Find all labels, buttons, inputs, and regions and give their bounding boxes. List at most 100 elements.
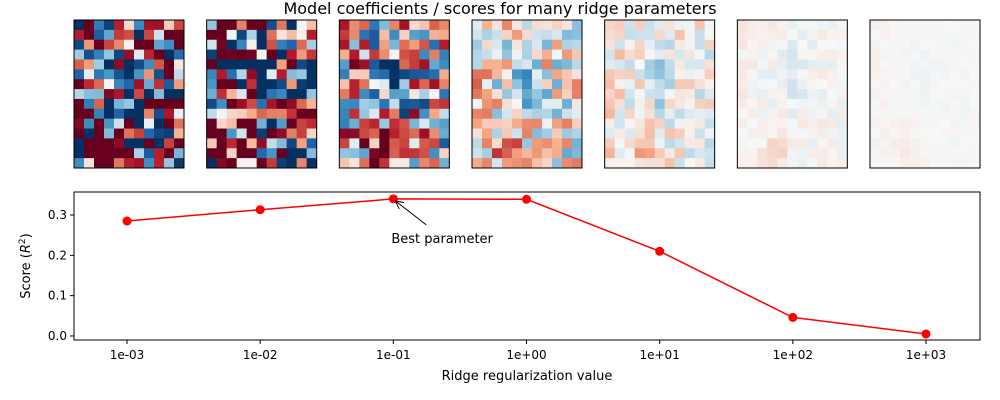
coefficient-cell — [797, 108, 808, 120]
coefficient-cell — [216, 29, 228, 41]
coefficient-cell — [286, 98, 298, 110]
coefficient-cell — [777, 69, 788, 80]
coefficient-cell — [827, 89, 838, 100]
coefficient-cell — [634, 128, 646, 139]
coefficient-cell — [154, 98, 165, 110]
coefficient-cell — [970, 79, 981, 90]
coefficient-cell — [286, 108, 298, 120]
coefficient-cell — [737, 29, 748, 41]
coefficient-cell — [236, 59, 248, 70]
coefficient-cell — [532, 59, 543, 70]
coefficient-cell — [104, 158, 115, 169]
coefficient-cell — [306, 138, 318, 149]
coefficient-cell — [174, 138, 185, 149]
coefficient-cell — [737, 89, 748, 100]
coefficient-cell — [256, 39, 268, 50]
coefficient-cell — [920, 49, 931, 60]
coefficient-cell — [154, 20, 165, 31]
coefficient-cell — [817, 128, 828, 139]
coefficient-cell — [256, 128, 268, 139]
coefficient-cell — [910, 138, 921, 149]
coefficient-cell — [512, 79, 523, 90]
coefficient-cell — [532, 108, 543, 120]
coefficient-cell — [74, 79, 85, 90]
coefficient-cell — [296, 59, 308, 70]
coefficient-cell — [349, 59, 360, 70]
coefficient-cell — [512, 59, 523, 70]
coefficient-cell — [572, 79, 583, 90]
coefficient-cell — [286, 39, 298, 50]
coefficient-cell — [124, 49, 135, 60]
coefficient-cell — [246, 158, 258, 169]
coefficient-cell — [276, 89, 288, 100]
coefficient-cell — [797, 29, 808, 41]
coefficient-cell — [104, 59, 115, 70]
coefficient-cell — [439, 89, 450, 100]
coefficient-cell — [104, 108, 115, 120]
coefficient-cell — [339, 108, 350, 120]
coefficient-cell — [890, 89, 901, 100]
coefficient-cell — [970, 69, 981, 80]
coefficient-cell — [349, 79, 360, 90]
coefficient-cell — [256, 69, 268, 80]
coefficient-cell — [614, 98, 626, 110]
y-axis-label-text: Score ( — [19, 253, 34, 299]
coefficient-cell — [900, 69, 911, 80]
coefficient-cell — [429, 89, 440, 100]
coefficient-cell — [206, 108, 218, 120]
coefficient-cell — [694, 79, 706, 90]
coefficient-cell — [870, 20, 881, 31]
coefficient-cell — [960, 69, 971, 80]
coefficient-cell — [644, 49, 656, 60]
coefficient-cell — [306, 69, 318, 80]
coefficient-cell — [704, 69, 716, 80]
coefficient-cell — [684, 98, 696, 110]
coefficient-cell — [226, 59, 238, 70]
coefficient-cell — [144, 20, 155, 31]
score-plot: 0.00.10.20.3 1e-03 1e-02 1e-01 1e+00 1e+01 1e… — [48, 191, 981, 362]
coefficient-cell — [552, 20, 563, 31]
coefficient-cell — [492, 108, 503, 120]
coefficient-cell — [767, 29, 778, 41]
coefficient-cell — [429, 138, 440, 149]
coefficient-cell — [910, 49, 921, 60]
coefficient-cell — [930, 98, 941, 110]
coefficient-cell — [134, 128, 145, 139]
coefficient-cell — [472, 148, 483, 159]
coefficient-cell — [542, 128, 553, 139]
coefficient-cell — [532, 148, 543, 159]
annotation-arrow-line — [395, 200, 427, 226]
coefficient-cell — [369, 59, 380, 70]
coefficient-cell — [472, 98, 483, 110]
coefficient-cell — [777, 108, 788, 120]
coefficient-cell — [246, 69, 258, 80]
coefficient-cell — [767, 89, 778, 100]
coefficient-cell — [920, 59, 931, 70]
coefficient-cell — [522, 69, 533, 80]
coefficient-cell — [684, 108, 696, 120]
coefficient-cell — [144, 49, 155, 60]
coefficient-cell — [164, 108, 175, 120]
coefficient-cell — [84, 128, 95, 139]
coefficient-cell — [256, 98, 268, 110]
coefficient-cell — [134, 20, 145, 31]
coefficient-cell — [246, 49, 258, 60]
coefficient-cell — [694, 49, 706, 60]
coefficient-cell — [827, 79, 838, 90]
coefficient-cell — [379, 79, 390, 90]
coefficient-cell — [114, 118, 125, 129]
coefficient-cell — [940, 158, 951, 169]
coefficient-cell — [614, 138, 626, 149]
coefficient-cell — [604, 39, 616, 50]
coefficient-cell — [930, 89, 941, 100]
coefficient-cell — [827, 158, 838, 169]
coefficient-cell — [880, 128, 891, 139]
coefficient-cell — [359, 29, 370, 41]
coefficient-cell — [399, 69, 410, 80]
coefficient-cell — [624, 128, 636, 139]
coefficient-cell — [419, 118, 430, 129]
coefficient-cell — [644, 89, 656, 100]
coefficient-cell — [674, 20, 686, 31]
coefficient-cell — [767, 59, 778, 70]
coefficient-cell — [910, 128, 921, 139]
